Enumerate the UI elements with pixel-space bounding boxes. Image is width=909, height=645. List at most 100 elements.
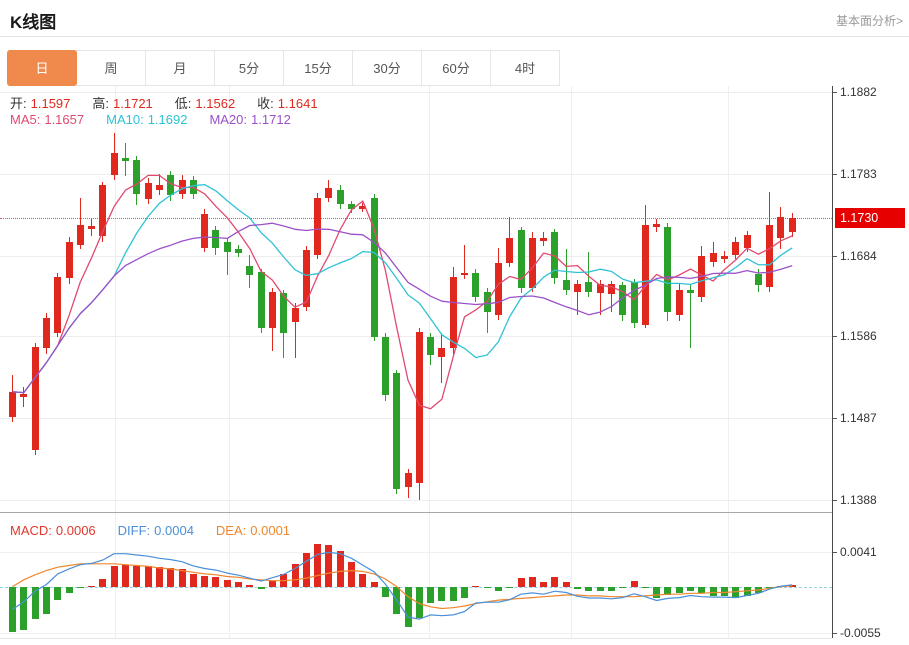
macd-legend: MACD: 0.0006 DIFF: 0.0004 DEA: 0.0001 <box>10 523 312 538</box>
candle-body <box>314 197 322 255</box>
macd-bar <box>517 578 525 587</box>
candle-body <box>720 255 728 259</box>
legend-label: MA5: <box>10 112 41 127</box>
h-gridline <box>0 500 832 501</box>
legend-label: 收: <box>257 96 274 111</box>
macd-bar <box>596 586 604 591</box>
macd-bar <box>155 567 163 587</box>
candle-body <box>235 248 242 253</box>
axis-tick <box>832 255 837 257</box>
legend-value: 0.0004 <box>154 523 194 538</box>
legend-label: MA10: <box>106 112 144 127</box>
candle-body <box>788 217 796 233</box>
candle-body <box>449 277 457 348</box>
h-gridline <box>0 173 832 175</box>
macd-bar <box>280 573 288 587</box>
candle-body <box>99 185 107 237</box>
candle-body <box>280 292 288 334</box>
h-gridline <box>0 92 832 93</box>
legend-label: 高: <box>92 96 110 111</box>
legend-value: 1.1692 <box>147 112 188 127</box>
legend-value: 1.1721 <box>113 96 153 111</box>
legend-value: 1.1641 <box>277 96 318 111</box>
candle-body <box>754 273 762 286</box>
legend-label: 开: <box>10 96 27 111</box>
macd-bar <box>574 586 581 590</box>
tab-15分[interactable]: 15分 <box>283 50 353 86</box>
tab-4时[interactable]: 4时 <box>490 50 560 86</box>
macd-bar <box>88 585 96 587</box>
macd-bar <box>528 577 536 587</box>
price-axis-line <box>832 86 833 638</box>
macd-bar <box>9 586 16 633</box>
candle-body <box>291 307 299 322</box>
tab-日[interactable]: 日 <box>7 50 77 86</box>
macd-bar <box>381 586 389 597</box>
candle-body <box>653 224 661 228</box>
candle-body <box>528 238 536 288</box>
candle-wick <box>23 386 25 408</box>
candle-body <box>381 337 389 396</box>
macd-bar <box>314 544 322 587</box>
macd-bar <box>336 551 344 587</box>
candle-body <box>551 231 559 278</box>
ohlc-legend: 开: 1.1597 高: 1.1721 低: 1.1562 收: 1.1641 <box>10 93 340 112</box>
ma10-line <box>12 183 793 394</box>
candle-body <box>246 266 254 276</box>
candle-body <box>427 337 435 355</box>
candle-body <box>675 290 683 315</box>
tab-60分[interactable]: 60分 <box>421 50 491 86</box>
candle-body <box>144 182 152 200</box>
macd-bar <box>619 586 627 589</box>
h-gridline <box>0 552 832 553</box>
candle-body <box>88 225 96 230</box>
macd-bar <box>788 584 796 587</box>
legend-label: DIFF: <box>117 523 151 538</box>
tab-5分[interactable]: 5分 <box>214 50 284 86</box>
macd-bar <box>506 586 514 588</box>
macd-bar <box>461 586 468 598</box>
macd-bar <box>99 579 107 587</box>
candle-body <box>664 226 672 313</box>
macd-bar <box>257 586 265 590</box>
macd-bar <box>585 586 593 591</box>
macd-bar <box>167 568 175 587</box>
candle-body <box>732 242 740 256</box>
macd-bar <box>235 582 242 587</box>
candle-body <box>155 185 163 191</box>
legend-value: 0.0001 <box>250 523 291 538</box>
candle-body <box>110 153 118 175</box>
macd-bar <box>562 581 570 587</box>
macd-bar <box>291 563 299 587</box>
candle-body <box>348 204 355 210</box>
macd-bar <box>110 566 118 587</box>
macd-bar <box>641 586 649 589</box>
macd-bar <box>393 586 401 614</box>
macd-bar <box>325 545 333 587</box>
macd-bar <box>732 586 740 599</box>
candle-body <box>607 284 615 295</box>
candle-body <box>122 158 129 162</box>
axis-tick <box>832 552 837 553</box>
candle-body <box>641 225 649 325</box>
macd-bar <box>720 586 728 596</box>
price-axis-label: 1.1388 <box>840 493 877 507</box>
legend-value: 1.1562 <box>195 96 236 111</box>
macd-bar <box>675 586 683 594</box>
macd-bar <box>122 564 129 587</box>
tab-月[interactable]: 月 <box>145 50 215 86</box>
macd-bar <box>20 586 28 631</box>
macd-bottom-border <box>0 638 832 639</box>
candle-body <box>596 283 604 294</box>
candle-body <box>212 229 220 249</box>
candle-body <box>619 285 627 315</box>
macd-bar <box>449 586 457 601</box>
candle-body <box>687 290 694 294</box>
axis-tick <box>832 633 837 634</box>
legend-label: DEA: <box>215 523 247 538</box>
legend-label: MA20: <box>209 112 248 127</box>
candle-body <box>461 272 468 276</box>
tab-30分[interactable]: 30分 <box>352 50 422 86</box>
candle-body <box>268 291 276 329</box>
fundamental-analysis-link[interactable]: 基本面分析> <box>835 14 903 28</box>
